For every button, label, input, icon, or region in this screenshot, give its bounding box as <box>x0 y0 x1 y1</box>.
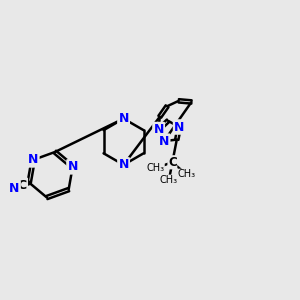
Text: N: N <box>118 112 129 125</box>
Text: C: C <box>168 156 177 169</box>
Text: N: N <box>174 121 184 134</box>
Text: N: N <box>118 158 129 171</box>
Text: CH₃: CH₃ <box>160 175 178 185</box>
Text: C: C <box>18 179 27 192</box>
Text: N: N <box>153 123 164 136</box>
Text: N: N <box>9 182 20 194</box>
Text: N: N <box>159 135 169 148</box>
Text: CH₃: CH₃ <box>177 169 195 179</box>
Text: CH₃: CH₃ <box>146 163 164 173</box>
Text: N: N <box>68 160 78 173</box>
Text: N: N <box>28 153 38 167</box>
